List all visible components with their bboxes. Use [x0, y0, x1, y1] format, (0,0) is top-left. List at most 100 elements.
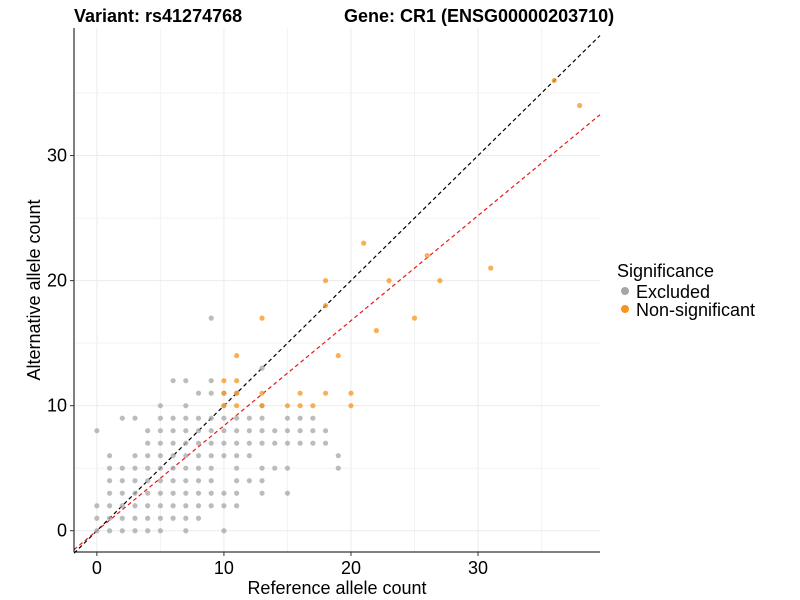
chart-title-variant: Variant: rs41274768	[74, 6, 242, 26]
point-non-significant	[259, 390, 265, 396]
point-excluded	[259, 465, 265, 471]
point-non-significant	[221, 378, 227, 384]
point-excluded	[119, 490, 125, 496]
x-tick-label: 0	[92, 558, 102, 578]
point-excluded	[221, 440, 227, 446]
point-excluded	[195, 478, 202, 484]
legend-swatch-non-significant	[621, 305, 629, 313]
point-excluded	[170, 378, 176, 384]
point-non-significant	[437, 278, 443, 284]
point-non-significant	[322, 278, 329, 284]
point-excluded	[221, 490, 227, 496]
point-excluded	[170, 465, 176, 471]
point-non-significant	[411, 315, 418, 321]
point-excluded	[145, 440, 151, 446]
point-excluded	[145, 453, 151, 459]
point-excluded	[208, 415, 214, 421]
point-excluded	[132, 528, 138, 534]
point-non-significant	[234, 390, 240, 396]
point-excluded	[183, 403, 189, 409]
point-excluded	[170, 453, 176, 459]
point-excluded	[106, 490, 113, 496]
point-excluded	[208, 453, 214, 459]
legend-label-excluded: Excluded	[636, 282, 710, 302]
point-excluded	[195, 503, 202, 509]
point-non-significant	[284, 403, 291, 409]
point-non-significant	[361, 240, 367, 246]
reference-line-2	[73, 114, 601, 551]
point-excluded	[246, 478, 252, 484]
point-excluded	[272, 465, 278, 471]
point-non-significant	[373, 328, 379, 334]
point-excluded	[183, 453, 189, 459]
point-excluded	[157, 490, 163, 496]
y-tick-label: 10	[47, 396, 67, 416]
point-excluded	[183, 528, 189, 534]
point-non-significant	[259, 315, 265, 321]
point-excluded	[94, 503, 100, 509]
point-excluded	[183, 428, 189, 434]
point-excluded	[183, 415, 189, 421]
point-excluded	[234, 478, 240, 484]
point-non-significant	[551, 77, 557, 84]
point-excluded	[106, 515, 113, 521]
point-excluded	[259, 478, 265, 484]
point-non-significant	[234, 353, 240, 359]
point-excluded	[310, 415, 316, 421]
point-excluded	[246, 453, 252, 459]
point-excluded	[208, 490, 214, 496]
grid-lines	[74, 28, 600, 552]
legend: Significance Excluded Non-significant	[617, 261, 755, 320]
point-excluded	[234, 453, 240, 459]
point-non-significant	[577, 102, 583, 109]
point-excluded	[157, 453, 163, 459]
x-tick-label: 30	[468, 558, 488, 578]
point-excluded	[170, 515, 176, 521]
point-excluded	[246, 440, 252, 446]
point-excluded	[221, 428, 227, 434]
point-excluded	[234, 428, 240, 434]
point-excluded	[272, 440, 278, 446]
point-non-significant	[297, 403, 303, 409]
point-excluded	[132, 453, 138, 459]
legend-swatch-excluded	[621, 287, 629, 295]
y-tick-label: 30	[47, 146, 67, 166]
point-excluded	[145, 528, 151, 534]
point-excluded	[119, 515, 125, 521]
point-excluded	[221, 453, 227, 459]
point-excluded	[297, 428, 303, 434]
point-non-significant	[386, 278, 392, 284]
point-excluded	[106, 478, 113, 484]
point-excluded	[272, 428, 278, 434]
point-non-significant	[488, 265, 494, 271]
point-non-significant	[322, 303, 329, 309]
point-excluded	[221, 415, 227, 421]
point-excluded	[195, 453, 202, 459]
point-non-significant	[221, 390, 227, 396]
point-excluded	[195, 465, 202, 471]
reference-lines	[73, 35, 601, 554]
point-non-significant	[348, 403, 354, 409]
point-excluded	[234, 465, 240, 471]
y-tick-label: 20	[47, 271, 67, 291]
point-non-significant	[297, 390, 303, 396]
point-excluded	[94, 428, 100, 434]
point-excluded	[170, 415, 176, 421]
point-excluded	[106, 528, 113, 534]
point-excluded	[208, 440, 214, 446]
point-excluded	[145, 515, 151, 521]
point-excluded	[284, 428, 291, 434]
point-excluded	[132, 415, 138, 421]
point-excluded	[234, 490, 240, 496]
y-axis-label: Alternative allele count	[24, 199, 44, 380]
point-excluded	[106, 465, 113, 471]
point-excluded	[310, 428, 316, 434]
point-non-significant	[259, 403, 265, 409]
point-excluded	[208, 503, 214, 509]
point-non-significant	[322, 390, 329, 396]
point-excluded	[195, 428, 202, 434]
point-excluded	[157, 428, 163, 434]
point-excluded	[208, 465, 214, 471]
point-excluded	[157, 465, 163, 471]
